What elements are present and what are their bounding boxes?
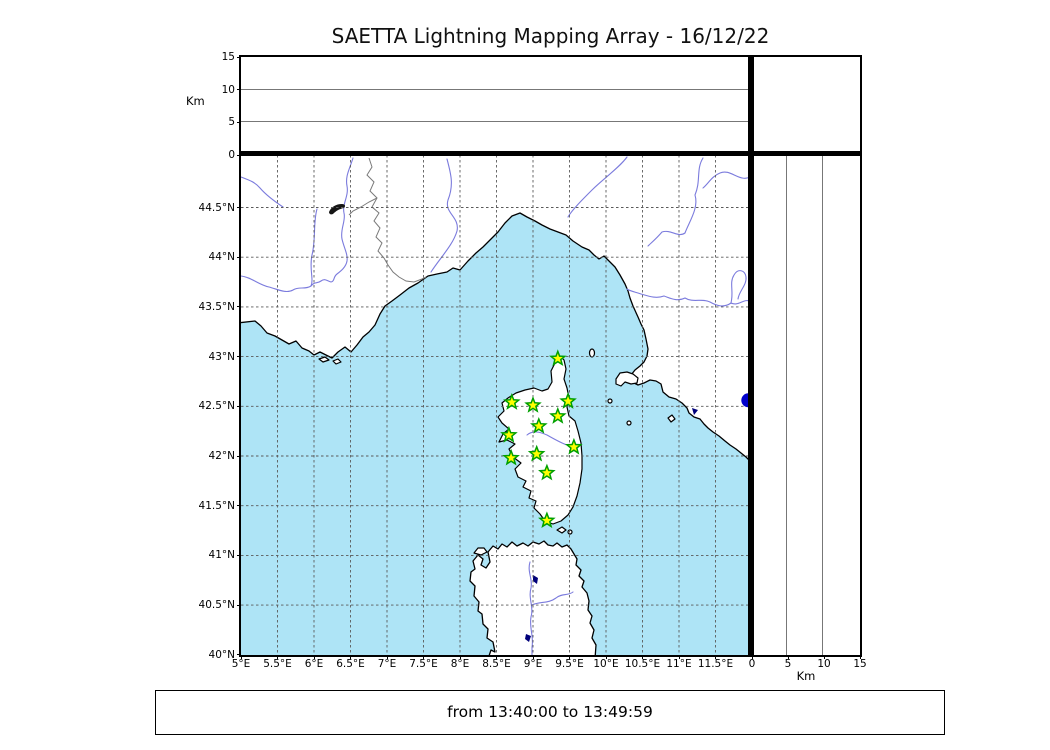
lat-tick-label: 42.5°N (198, 400, 235, 413)
river-durance (241, 157, 354, 293)
hyeres-islet-1 (318, 356, 330, 363)
lon-tick-label: 6°E (304, 658, 324, 670)
altitude-gridline-10km-v (822, 155, 823, 655)
map-panel (239, 153, 754, 657)
graticule-gridlines (241, 155, 752, 655)
altitude-axis-label-right: Km (796, 669, 816, 683)
maddalena-islet-2 (567, 529, 573, 535)
lon-tick-label: 10°E (593, 658, 619, 670)
lake-sardinia-2 (525, 634, 531, 642)
lon-tick-label: 11°E (666, 658, 692, 670)
lat-tick-label: 41°N (208, 549, 235, 562)
thick-horizontal-divider (239, 151, 862, 156)
station-markers (500, 349, 583, 529)
station-star-icon (565, 437, 583, 455)
maddalena-islet (556, 526, 567, 534)
station-star-icon (549, 406, 567, 424)
altitude-tick-label-top: 5 (228, 116, 235, 129)
time-range-text: from 13:40:00 to 13:49:59 (447, 703, 653, 721)
lon-tick-label: 5.5°E (263, 658, 292, 670)
river-sardinia-1 (528, 561, 533, 655)
lon-tick-label: 9.5°E (555, 658, 584, 670)
lon-tick-label: 10.5°E (624, 658, 661, 670)
montecristo-island (626, 420, 632, 426)
lon-tick-label: 5°E (231, 658, 251, 670)
asinara-islet (473, 547, 488, 556)
lake-sardinia-1 (533, 575, 538, 584)
lakes (329, 204, 698, 642)
lon-tick-label: 11.5°E (697, 658, 734, 670)
station-star-icon (527, 444, 546, 462)
river-verdon (310, 208, 318, 287)
station-star-icon (524, 396, 542, 413)
lat-tick-label: 43°N (208, 350, 235, 363)
altitude-gridline-10km (241, 88, 752, 90)
station-star-icon (500, 425, 518, 443)
lat-tick-label: 44°N (208, 251, 235, 264)
france-italy-border (366, 157, 427, 283)
lon-tick-label: 8°E (450, 658, 470, 670)
station-star-icon (549, 349, 567, 367)
river-italy-1 (567, 156, 628, 218)
lat-tick-label: 40°N (208, 648, 235, 661)
giglio-island (667, 414, 676, 423)
lat-altitude-panel (750, 153, 862, 657)
sardinia-coastline (469, 540, 597, 655)
river-arno-branch (730, 270, 747, 304)
altitude-axis-label-top: Km (186, 94, 205, 108)
altitude-tick-label-top: 0 (228, 149, 235, 161)
station-star-icon (530, 416, 548, 434)
map-canvas (241, 155, 752, 655)
lon-tick-label: 6.5°E (336, 658, 365, 670)
altitude-gridline-5km-v (786, 155, 787, 655)
pianosa-island (607, 398, 613, 404)
capraia-island (588, 348, 596, 358)
time-range-box: from 13:40:00 to 13:49:59 (155, 690, 945, 735)
station-star-icon (538, 463, 556, 481)
lon-tick-label: 7.5°E (409, 658, 438, 670)
corner-panel (750, 55, 862, 157)
thick-vertical-divider (748, 55, 754, 657)
lon-tick-label: 9°E (523, 658, 543, 670)
station-star-icon (503, 393, 521, 410)
hyeres-islet-2 (332, 358, 342, 365)
lat-tick-label: 42°N (208, 450, 235, 462)
lat-tick-label: 44.5°N (198, 201, 235, 214)
altitude-tick-label-top: 15 (221, 51, 235, 63)
river-tanaro (647, 157, 704, 247)
lon-tick-label: 8.5°E (482, 658, 511, 670)
altitude-gridline-5km (241, 121, 752, 123)
river-1 (241, 176, 284, 208)
country-borders (348, 157, 427, 283)
lake-serre-poncon (329, 204, 346, 215)
lat-tick-label: 40.5°N (198, 599, 235, 612)
landmasses (241, 155, 752, 655)
station-star-icon (502, 448, 520, 466)
page-title: SAETTA Lightning Mapping Array - 16/12/2… (331, 24, 770, 48)
river-italy-2 (702, 171, 752, 189)
station-star-icon (538, 511, 556, 529)
mainland-coastline (241, 212, 752, 464)
lat-tick-label: 41.5°N (198, 499, 235, 512)
lon-altitude-panel (239, 55, 754, 157)
mainland-land (241, 155, 752, 463)
elba-island (615, 371, 639, 387)
orbetello-lagoon (692, 408, 698, 415)
sardinia-land (470, 541, 596, 655)
border-branch (348, 197, 378, 216)
lat-tick-label: 43.5°N (198, 300, 235, 313)
river-sardinia-2 (531, 591, 574, 606)
corsica-island (497, 354, 583, 525)
river-var (430, 158, 458, 273)
lon-tick-label: 7°E (377, 658, 397, 670)
station-star-icon (559, 392, 577, 409)
